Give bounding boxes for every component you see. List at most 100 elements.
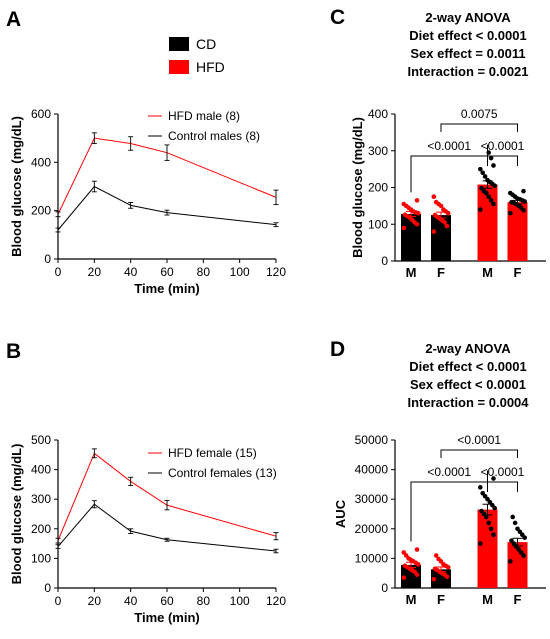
data-point [402,212,408,217]
p-value-label: <0.0001 [457,433,501,447]
data-point [486,520,492,526]
y-tick-label: 20000 [355,522,389,536]
hfd-legend-swatch [169,60,189,74]
x-tick-label: 20 [88,594,102,608]
x-tick-label: 120 [266,265,286,279]
data-point [432,212,438,218]
data-point [488,198,494,203]
x-tick-label: 40 [124,594,138,608]
category-label: F [437,265,445,280]
data-point [509,199,514,205]
x-tick-label: 80 [197,265,211,279]
chart-panel-d: 2-way ANOVA Diet effect < 0.0001 Sex effec… [333,341,546,607]
p-value-label: <0.0001 [427,139,471,153]
panel-label-d: D [330,338,345,361]
x-tick-label: 40 [124,265,138,279]
comparison-bracket [487,144,518,166]
data-point [436,556,441,562]
y-tick-label: 0 [381,581,388,595]
y-tick-label: 200 [368,181,388,195]
comparison-bracket [487,470,518,492]
y-tick-label: 300 [368,144,388,158]
panel-label-c: C [330,6,345,29]
y-tick-label: 0 [381,254,388,268]
category-label: F [514,592,522,607]
y-tick-label: 200 [31,522,51,536]
y-axis-label: Blood glucose (mg/dL) [350,117,365,258]
data-point [480,490,486,496]
data-point [508,559,513,564]
y-tick-label: 30000 [355,492,389,506]
data-point [433,553,439,558]
y-tick-label: 100 [31,551,51,565]
data-point [402,563,408,569]
y-tick-label: 10000 [355,551,389,565]
category-label: F [514,265,522,280]
data-point [401,575,407,580]
category-label: M [406,265,417,280]
p-value-label: 0.0075 [461,107,498,121]
data-point [433,199,439,205]
comparison-bracket [410,481,488,542]
y-tick-label: 200 [31,204,51,218]
data-point [478,541,483,546]
y-tick-label: 0 [44,581,51,595]
x-tick-label: 0 [55,265,62,279]
legend-label: Control females (13) [168,466,277,480]
data-point [414,547,420,552]
data-point [401,225,407,231]
bar [507,202,528,261]
legend-label: Control males (8) [168,129,260,143]
anova-line: 2-way ANOVA [425,10,511,25]
x-tick-label: 60 [160,594,174,608]
series-line [57,503,277,552]
chart-panel-a: 0 20 40 60 80 100 120 0 200 400 600 Time (min) Blood… [9,107,286,296]
panel-label-a: A [6,8,21,31]
y-tick-label: 600 [31,107,51,121]
panel-label-b: B [6,340,21,363]
chart-panel-c: 2-way ANOVA Diet effect < 0.0001 Sex effec… [350,10,546,280]
data-point [401,550,407,555]
data-point [508,210,513,216]
x-tick-label: 80 [197,594,211,608]
x-tick-label: 0 [55,594,62,608]
data-point [444,223,450,229]
y-tick-label: 0 [44,252,51,266]
anova-line: Sex effect = 0.0011 [410,46,525,61]
data-point [508,190,513,196]
data-point [509,538,514,543]
data-point [491,163,496,168]
anova-line: 2-way ANOVA [425,341,511,356]
comparison-bracket [440,449,518,458]
data-point [488,526,494,532]
data-point [478,485,483,490]
y-tick-label: 400 [31,463,51,477]
y-axis-label: Blood glucose (mg/dL) [9,444,24,585]
anova-line: Diet effect < 0.0001 [409,359,526,374]
anova-line: Diet effect < 0.0001 [409,28,526,43]
global-legend: CD HFD [169,36,225,75]
hfd-legend-label: HFD [196,59,225,75]
y-axis-label: Blood glucose (mg/dL) [9,116,24,257]
data-point [414,198,420,203]
category-label: M [482,592,493,607]
data-point [491,532,496,538]
p-value-label: <0.0001 [481,465,525,479]
data-point [431,194,437,199]
anova-line: Sex effect < 0.0001 [410,377,526,392]
y-axis-label: AUC [333,499,348,528]
y-tick-label: 50000 [355,433,389,447]
data-point [491,476,496,481]
cd-legend-swatch [169,37,189,51]
data-point [482,174,488,179]
cd-legend-label: CD [196,36,216,52]
data-point [488,155,494,161]
chart-panel-b: 0 20 40 60 80 100 120 0 100 200 300 400 500 Time (min… [9,433,286,625]
data-point [401,201,407,207]
y-tick-label: 100 [368,217,388,231]
y-tick-label: 400 [368,107,388,121]
comparison-bracket [440,123,518,132]
data-point [515,526,520,532]
data-point [480,170,486,176]
